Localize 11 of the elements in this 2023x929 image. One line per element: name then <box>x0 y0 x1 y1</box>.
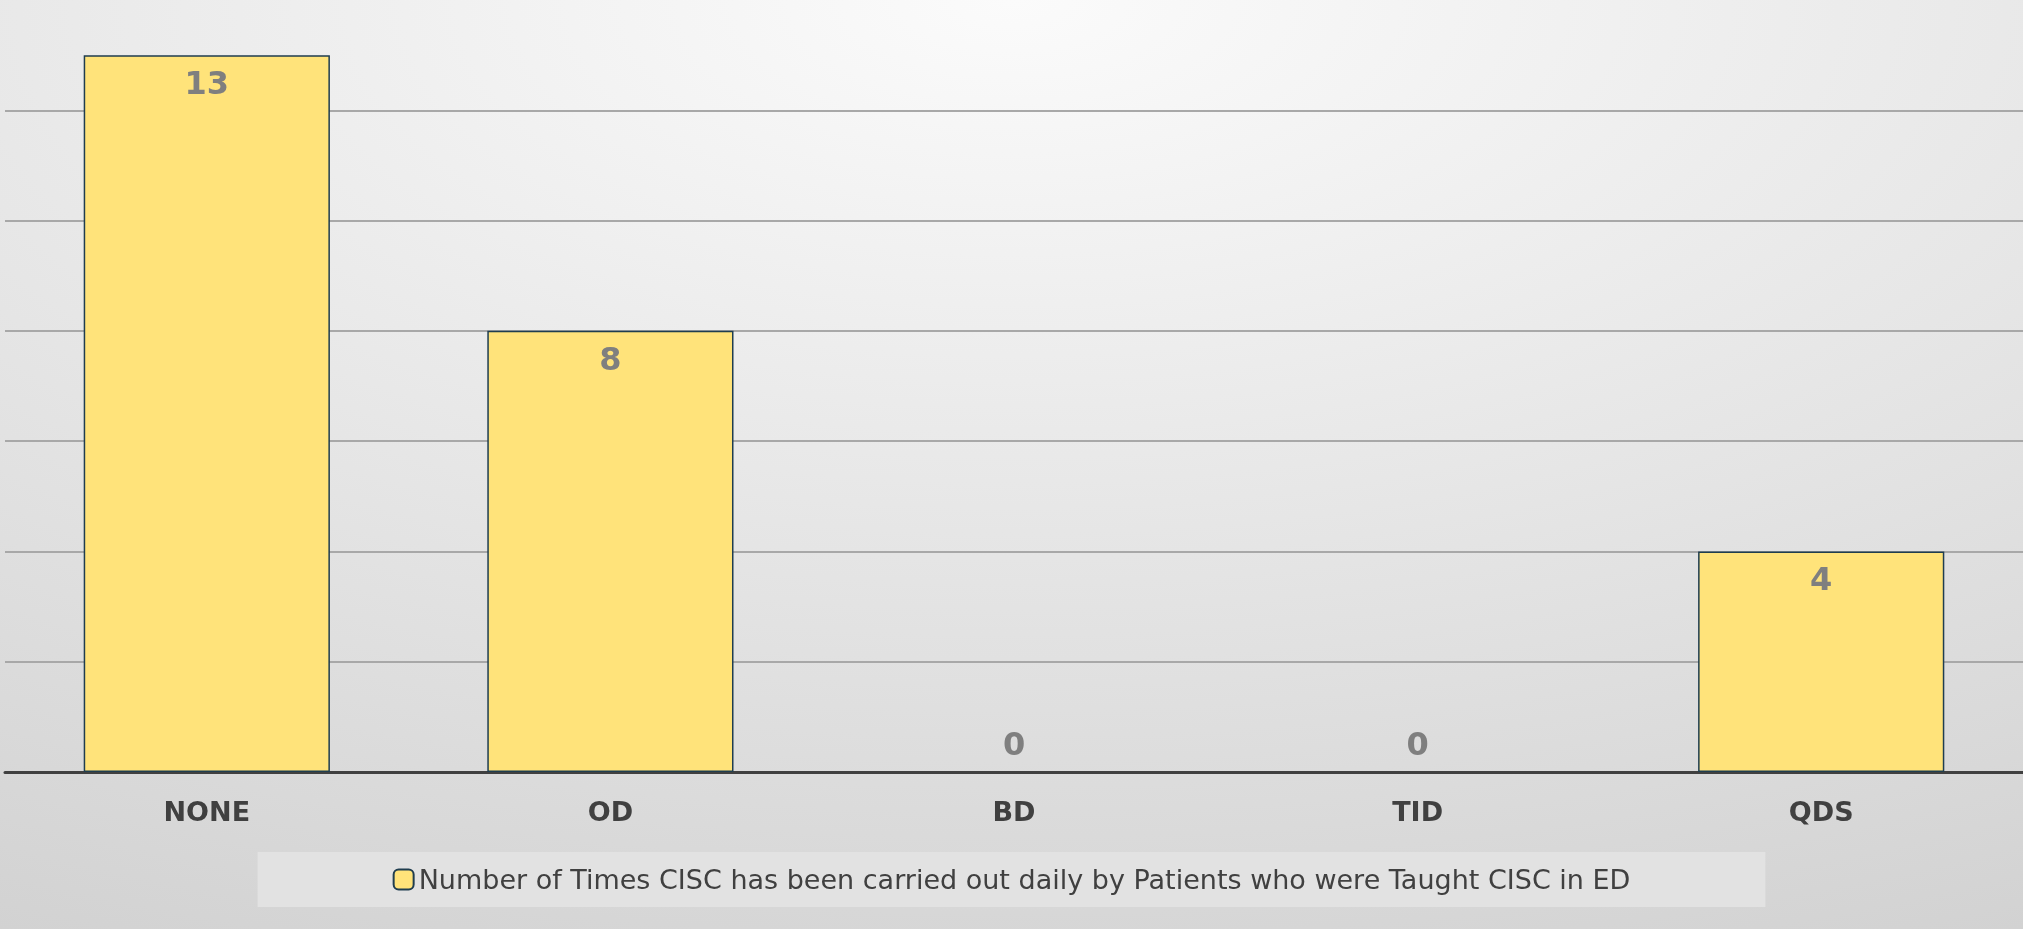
legend-label: Number of Times CISC has been carried out daily by Patients who were Taught CISC in ED <box>418 864 1631 895</box>
data-label: 0 <box>1002 725 1026 763</box>
data-label: 8 <box>599 339 622 378</box>
x-tick-label: OD <box>587 796 634 827</box>
data-label: 0 <box>1406 725 1429 763</box>
x-tick-label: NONE <box>163 796 251 827</box>
data-label: 4 <box>1810 560 1833 599</box>
data-label: 13 <box>184 64 230 103</box>
x-tick-label: BD <box>992 796 1036 827</box>
x-tick-label: TID <box>1392 796 1444 827</box>
x-tick-label: QDS <box>1788 796 1854 827</box>
